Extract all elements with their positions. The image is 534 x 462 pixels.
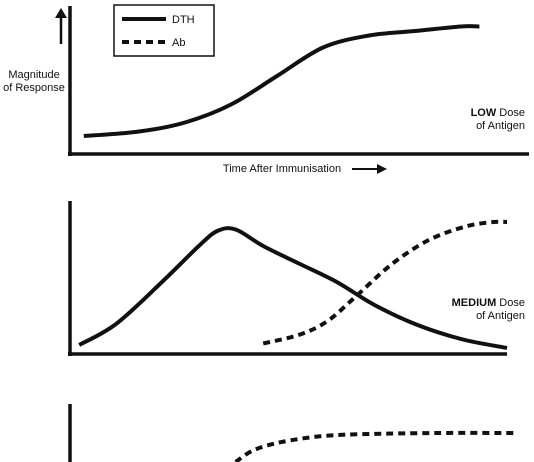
panel-label-line2: of Antigen (476, 310, 525, 322)
panel-label-bold: MEDIUM (452, 297, 497, 309)
series-dth-line (78, 226, 508, 350)
legend-label-ab: Ab (172, 37, 185, 49)
y-axis-annotation: Magnitude of Response (3, 8, 67, 94)
legend-label-dth: DTH (172, 14, 195, 26)
series-ab-line (234, 430, 517, 462)
right-arrow-icon (352, 164, 387, 174)
panel-label-rest: Dose (496, 297, 525, 309)
panel-label-line1: MEDIUM Dose (452, 297, 525, 309)
panel-low-dose: LOW Dose of Antigen (68, 6, 529, 156)
series-ab-line (262, 219, 508, 346)
y-axis-label-line2: of Response (3, 82, 65, 94)
up-arrow-icon (55, 8, 67, 44)
panel-medium-dose: MEDIUM Dose of Antigen (68, 201, 525, 356)
panel-label-bold: LOW (471, 107, 497, 119)
x-axis-label: Time After Immunisation (223, 163, 341, 175)
legend-box (113, 4, 215, 57)
x-axis-annotation: Time After Immunisation (223, 163, 387, 175)
legend: DTH Ab (113, 4, 215, 57)
panel-label-line1: LOW Dose (471, 107, 525, 119)
series-dth-line (83, 24, 480, 138)
panel-label-line2: of Antigen (476, 120, 525, 132)
panel-high-dose (68, 404, 517, 462)
y-axis-label-line1: Magnitude (8, 69, 59, 81)
series-layer (78, 219, 508, 350)
series-layer (234, 430, 517, 462)
panel-label-rest: Dose (496, 107, 525, 119)
series-layer (83, 24, 480, 138)
